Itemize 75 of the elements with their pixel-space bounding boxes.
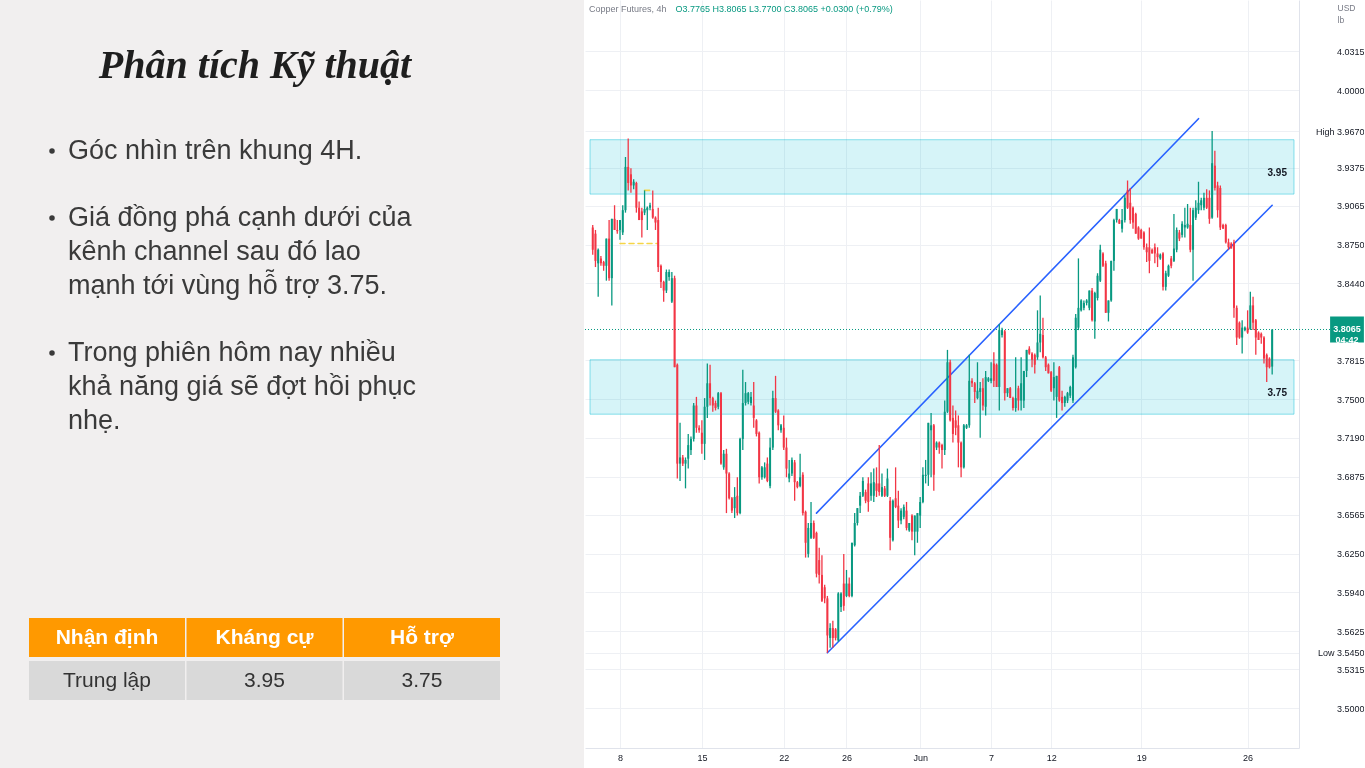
candlestick: [780, 423, 783, 434]
text: Kháng cự: [215, 624, 315, 648]
text: Nhận định: [55, 624, 159, 648]
candlestick: [594, 229, 597, 268]
candlestick: [875, 466, 878, 498]
y-tick-label: 3.9065: [1336, 201, 1365, 212]
y-tick-label: 3.6250: [1336, 549, 1365, 560]
text: Góc nhìn trên khung 4H.: [68, 135, 363, 165]
candlestick: [941, 443, 943, 470]
x-tick-label: 7: [989, 752, 995, 763]
y-tick-label: 3.5315: [1336, 664, 1365, 675]
y-tick-label: 3.6875: [1336, 472, 1365, 483]
candlestick: [976, 361, 979, 400]
x-tick-label: 15: [697, 752, 708, 763]
candlestick: [799, 453, 802, 488]
candlestick: [872, 467, 875, 503]
x-tick-label: 12: [1046, 752, 1057, 763]
y-tick-label: High 3.9670: [1315, 126, 1365, 137]
text: Giá đồng phá cạnh dưới của kênh channel sau đó lao mạnh tới vùng hỗ trợ 3.75.: [68, 202, 413, 300]
candlestick: [627, 137, 630, 192]
candlestick: [613, 204, 616, 231]
candlestick: [714, 399, 717, 412]
text: Phân tích Kỹ thuật: [97, 42, 414, 87]
x-tick-label: 26: [1243, 752, 1254, 763]
text: 3.95: [244, 667, 285, 691]
x-tick-label: 8: [618, 752, 624, 763]
y-tick-label: 4.0315: [1336, 46, 1365, 57]
candlestick: [1107, 299, 1110, 323]
candlestick: [878, 444, 881, 497]
candlestick: [935, 440, 938, 451]
candlestick: [793, 459, 796, 502]
x-tick-label: 26: [841, 752, 852, 763]
y-tick-label: 4.0000: [1336, 85, 1365, 96]
y-tick-label: 3.7815: [1336, 355, 1365, 366]
candlestick: [992, 351, 995, 388]
y-tick-label: Low 3.5450: [1317, 648, 1365, 659]
y-tick-label: 3.9375: [1336, 163, 1365, 174]
candlestick: [870, 471, 873, 502]
band-label: 3.75: [1267, 386, 1288, 398]
text: Hỗ trợ: [390, 624, 455, 648]
text: Trung lập: [63, 667, 151, 691]
candlestick: [722, 449, 725, 471]
y-axis-title: USD lb: [1337, 2, 1356, 25]
x-tick-label: Jun: [913, 752, 928, 763]
candlestick: [1178, 229, 1181, 242]
candlestick: [842, 553, 845, 612]
y-tick-label: 3.7190: [1336, 433, 1365, 444]
candlestick: [995, 362, 998, 388]
y-tick-label: 3.7500: [1336, 394, 1365, 405]
candlestick: [867, 476, 870, 513]
y-tick-label: 3.8440: [1336, 278, 1365, 289]
y-tick-label: 3.8750: [1336, 240, 1365, 251]
text: 3.75: [401, 667, 443, 691]
candlestick: [913, 514, 916, 556]
candlestick: [1017, 385, 1020, 412]
candlestick: [1268, 356, 1271, 370]
x-tick-label: 19: [1136, 752, 1147, 763]
chart-subtitle: O3.7765 H3.8065 L3.7700 C3.8065 +0.0300 (+0.79%): [675, 4, 893, 14]
ref-line-label: 3.8065 04:42: [1333, 324, 1361, 346]
candlestick: [736, 476, 739, 517]
candlestick: [1172, 213, 1175, 263]
candlestick: [695, 396, 698, 434]
x-tick-label: 22: [779, 752, 790, 763]
chart-title: Copper Futures, 4h: [589, 4, 667, 14]
y-tick-label: 3.5940: [1336, 587, 1365, 598]
candlestick: [848, 576, 851, 598]
candlestick: [670, 271, 673, 304]
candlestick: [1208, 189, 1211, 225]
band-label: 3.95: [1267, 166, 1288, 178]
y-tick-label: 3.6565: [1336, 510, 1365, 521]
candlestick: [1162, 251, 1165, 292]
y-tick-label: 3.5000: [1336, 703, 1365, 714]
y-tick-label: 3.5625: [1336, 626, 1365, 637]
candlestick: [1033, 352, 1036, 375]
text: Trong phiên hôm nay nhiều khả năng giá sẽ đợt hồi phục nhẹ.: [68, 337, 416, 435]
